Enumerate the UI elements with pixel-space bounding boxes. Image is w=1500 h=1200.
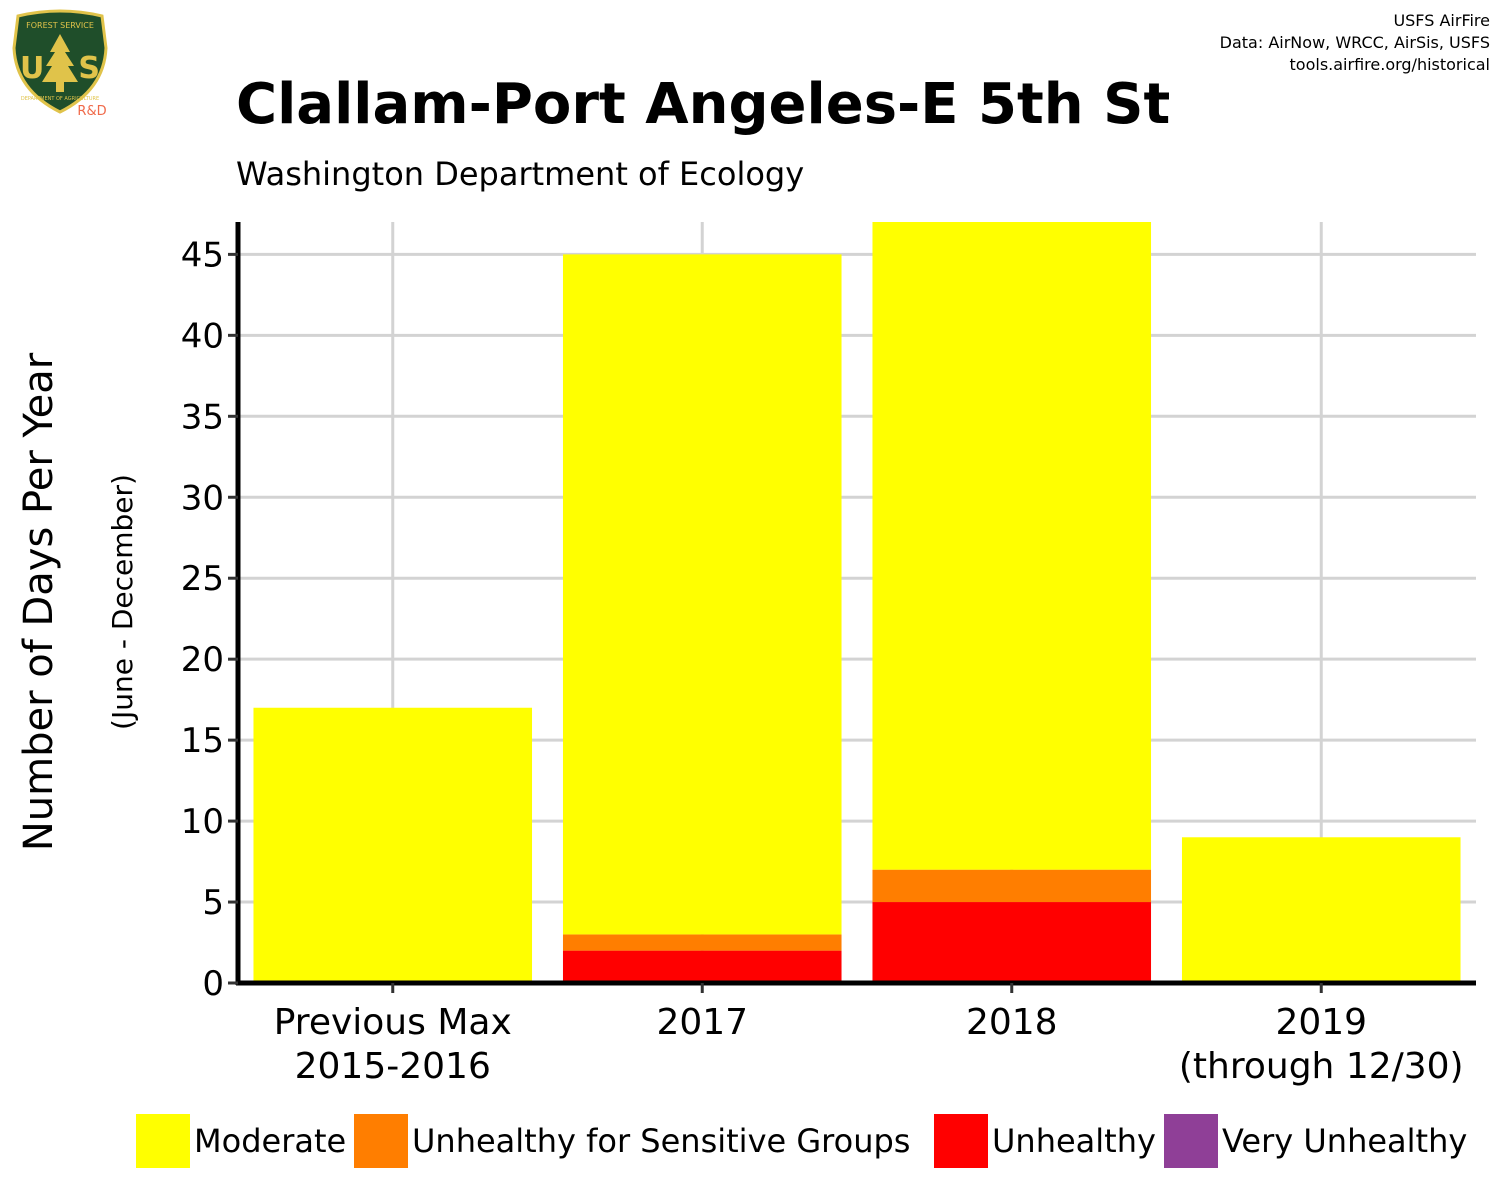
y-axis-subtitle: (June - December) — [106, 474, 139, 730]
legend-label: Moderate — [194, 1122, 347, 1160]
logo-rd-badge: R&D — [77, 104, 106, 119]
legend-label: Very Unhealthy — [1222, 1122, 1468, 1160]
chart-title: Clallam-Port Angeles-E 5th St — [236, 72, 1171, 137]
bars — [253, 222, 1461, 983]
legend-swatch — [934, 1114, 988, 1168]
credits-line-1: USFS AirFire — [1393, 11, 1490, 30]
legend-label: Unhealthy — [992, 1122, 1156, 1160]
bar-segment — [253, 707, 533, 983]
legend-swatch — [136, 1114, 190, 1168]
x-tick-label: 2018 — [966, 1002, 1058, 1043]
y-tick-label: 10 — [181, 802, 224, 842]
chart-subtitle: Washington Department of Ecology — [236, 155, 805, 193]
legend-item: Unhealthy for Sensitive Groups — [354, 1114, 910, 1168]
legend-item: Very Unhealthy — [1164, 1114, 1467, 1168]
logo-top-text: FOREST SERVICE — [26, 21, 94, 30]
y-tick-label: 5 — [202, 883, 224, 923]
legend-item: Moderate — [136, 1114, 346, 1168]
x-tick-label: (through 12/30) — [1179, 1046, 1464, 1087]
legend-item: Unhealthy — [934, 1114, 1156, 1168]
y-tick-label: 25 — [181, 559, 224, 599]
y-tick-label: 45 — [181, 235, 224, 275]
y-axis-title: Number of Days Per Year — [16, 352, 62, 851]
usfs-logo: US FOREST SERVICE DEPARTMENT OF AGRICULT… — [12, 9, 112, 119]
y-tick-label: 30 — [181, 478, 224, 518]
y-tick-label: 40 — [181, 316, 224, 356]
credits-line-3: tools.airfire.org/historical — [1289, 55, 1490, 74]
y-tick-label: 35 — [181, 397, 224, 437]
credits-line-2: Data: AirNow, WRCC, AirSis, USFS — [1219, 33, 1490, 52]
axis-labels: Number of Days Per Year (June - December… — [16, 352, 139, 851]
bar-segment — [562, 934, 842, 951]
x-tick-label: Previous Max — [274, 1002, 512, 1043]
logo-bottom-text: DEPARTMENT OF AGRICULTURE — [21, 96, 99, 102]
y-tick-label: 15 — [181, 721, 224, 761]
bar-segment — [872, 222, 1152, 870]
logo-tree-icon — [42, 34, 78, 92]
bar-segment — [1181, 837, 1461, 983]
y-tick-label: 20 — [181, 640, 224, 680]
bar-segment — [562, 254, 842, 935]
legend-label: Unhealthy for Sensitive Groups — [412, 1122, 911, 1160]
x-tick-label: 2015-2016 — [295, 1046, 491, 1087]
x-tick-label: 2017 — [656, 1002, 748, 1043]
credits: USFS AirFire Data: AirNow, WRCC, AirSis,… — [1220, 10, 1490, 76]
y-tick-label: 0 — [202, 964, 224, 1004]
legend-swatch — [354, 1114, 408, 1168]
legend-swatch — [1164, 1114, 1218, 1168]
bar-segment — [562, 950, 842, 983]
bar-segment — [872, 869, 1152, 903]
x-tick-label: 2019 — [1275, 1002, 1367, 1043]
logo-letters: US — [20, 51, 112, 86]
bar-segment — [872, 902, 1152, 983]
